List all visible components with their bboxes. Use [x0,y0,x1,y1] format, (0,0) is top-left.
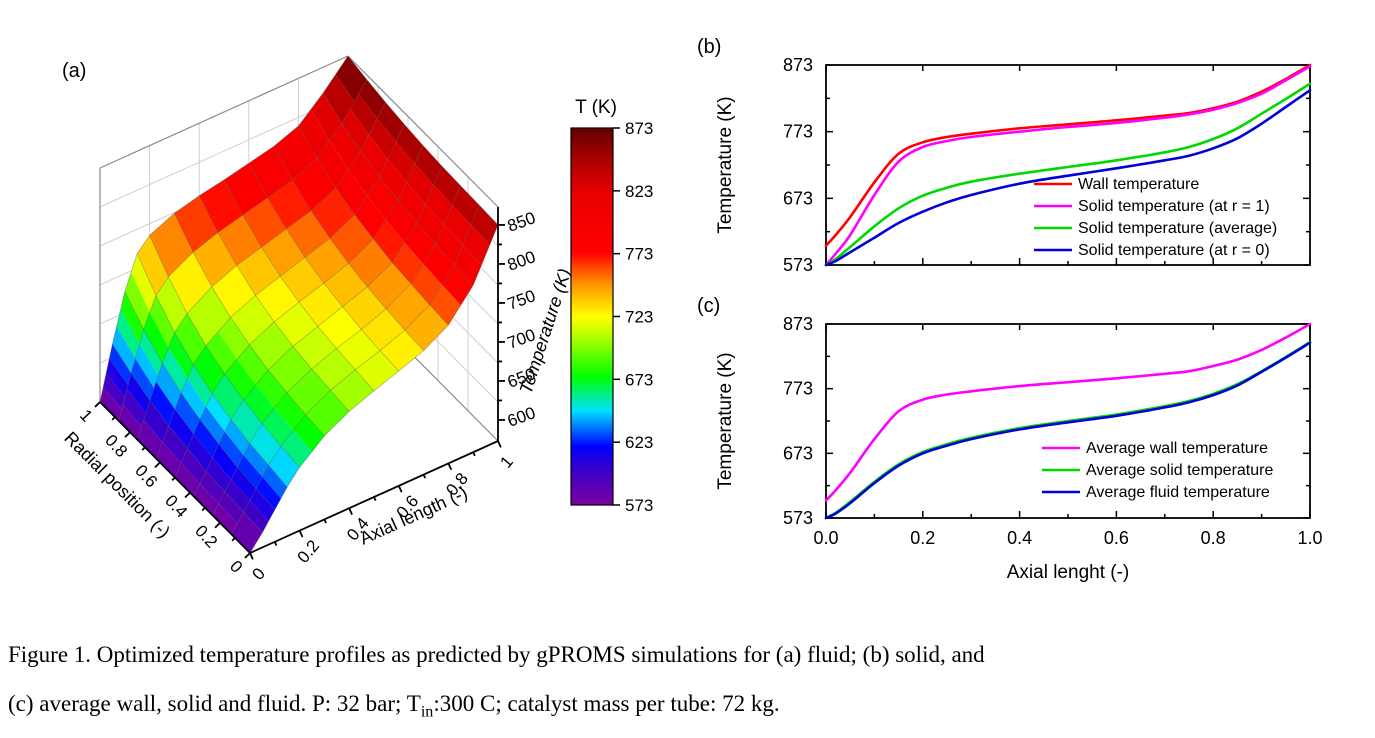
panel-b-ytick-label: 673 [783,188,813,208]
panel-c-ytick-label: 573 [783,508,813,528]
svg-text:0: 0 [226,557,246,577]
surface-faces [100,56,498,553]
colorbar: T (K) 873 823 773 723 673 623 573 [570,97,653,515]
panel-b: 573 673 773 873 Temperature (K) (b) Wall tempe… [697,36,1312,275]
legend-label: Solid temperature (at r = 0) [1078,242,1270,259]
figure-caption: Figure 1. Optimized temperature profiles… [8,630,1372,737]
legend-label: Solid temperature (at r = 1) [1078,198,1270,215]
series-solid-temperature-average- [824,82,1312,267]
panel-c-label: (c) [697,295,720,317]
panel-c-xtick-label: 0.6 [1104,528,1129,548]
series-solid-temperature-at-r-1- [824,65,1312,267]
legend-label: Average solid temperature [1086,462,1273,479]
svg-text:1: 1 [496,452,517,471]
colorbar-gradient [570,127,614,506]
panel-a: 00.20.40.60.8100.20.40.60.81600650700750… [60,55,575,584]
svg-text:850: 850 [505,208,538,236]
surface-axes [94,207,505,560]
panel-b-ytick-label: 773 [783,122,813,142]
svg-text:600: 600 [505,403,538,431]
panel-c-ytick-label: 873 [783,314,813,334]
colorbar-tick-label: 823 [625,182,653,201]
panel-b-legend: Wall temperature Solid temperature (at r … [1034,176,1277,259]
legend-label: Solid temperature (average) [1078,220,1277,237]
panel-c-xtick-label: 0.8 [1201,528,1226,548]
colorbar-tick-label: 873 [625,119,653,138]
panel-c-xtick-label: 0.2 [910,528,935,548]
caption-line-2: (c) average wall, solid and fluid. P: 32… [8,679,1372,737]
panel-c: 573 673 773 873 0.0 0.2 0.4 0.6 0.8 1.0 Axial leng… [697,295,1323,583]
series-average-wall-temperature [824,322,1312,502]
panel-c-xtick-label: 1.0 [1297,528,1322,548]
surface-mesh [99,55,499,554]
panel-b-ytick-label: 873 [783,55,813,75]
legend-label: Average wall temperature [1086,440,1268,457]
svg-text:0: 0 [248,564,269,583]
panel-c-yaxis-title: Temperature (K) [715,352,736,489]
legend-label: Average fluid temperature [1086,484,1270,501]
surface-xaxis-title: Axial length (-) [357,483,471,549]
svg-text:750: 750 [505,286,538,314]
colorbar-title: T (K) [575,97,617,118]
panel-c-ytick-label: 673 [783,443,813,463]
caption-line-1: Figure 1. Optimized temperature profiles… [8,642,985,667]
legend-label: Wall temperature [1078,176,1199,193]
panel-a-label: (a) [62,60,86,82]
svg-text:1: 1 [76,406,96,426]
panel-b-label: (b) [697,36,721,58]
caption-line-2-pre: (c) average wall, solid and fluid. P: 32… [8,691,421,716]
series-solid-temperature-at-r-0- [824,89,1312,267]
panel-c-legend: Average wall temperature Average solid te… [1042,440,1273,501]
svg-text:0.2: 0.2 [293,536,323,566]
caption-line-2-post: :300 C; catalyst mass per tube: 72 kg. [433,691,780,716]
panel-b-ytick-label: 573 [783,255,813,275]
colorbar-tick-label: 773 [625,245,653,264]
caption-tin-subscript: in [420,703,434,721]
panel-c-xaxis-title: Axial lenght (-) [1007,562,1130,583]
colorbar-tick-label: 673 [625,370,653,389]
series-wall-temperature [824,63,1312,247]
colorbar-tick-label: 723 [625,308,653,327]
colorbar-tick-label: 623 [625,433,653,452]
panel-c-xtick-label: 0.4 [1007,528,1032,548]
svg-text:800: 800 [505,247,538,275]
panel-b-yaxis-title: Temperature (K) [715,96,736,233]
panel-c-xtick-label: 0.0 [813,528,838,548]
series-average-fluid-temperature [824,341,1312,520]
colorbar-tick-label: 573 [625,496,653,515]
figure-canvas: 00.20.40.60.8100.20.40.60.81600650700750… [60,36,1323,584]
panel-c-ytick-label: 773 [783,379,813,399]
